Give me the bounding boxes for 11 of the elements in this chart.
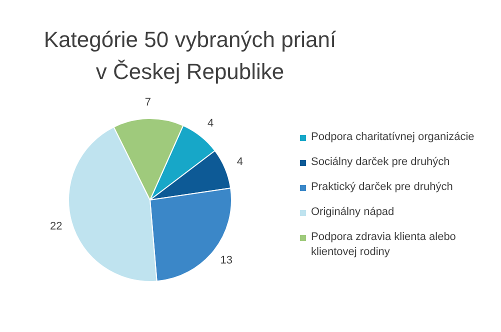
legend-label: Podpora zdravia klienta alebo klientovej rodiny (311, 230, 457, 260)
legend-label: Sociálny darček pre druhých (311, 155, 450, 170)
data-label: 13 (220, 254, 233, 267)
data-label: 22 (50, 220, 62, 232)
chart-title: Kategórie 50 vybraných prianí v Českej Republike (42, 26, 338, 86)
data-label: 4 (208, 118, 214, 130)
legend-label: Originálny nápad (311, 205, 394, 220)
data-label: 7 (144, 96, 152, 109)
legend-label: Podpora charitatívnej organizácie (311, 130, 474, 145)
legend-label: Praktický darček pre druhých (311, 180, 453, 195)
data-label: 4 (236, 156, 243, 168)
